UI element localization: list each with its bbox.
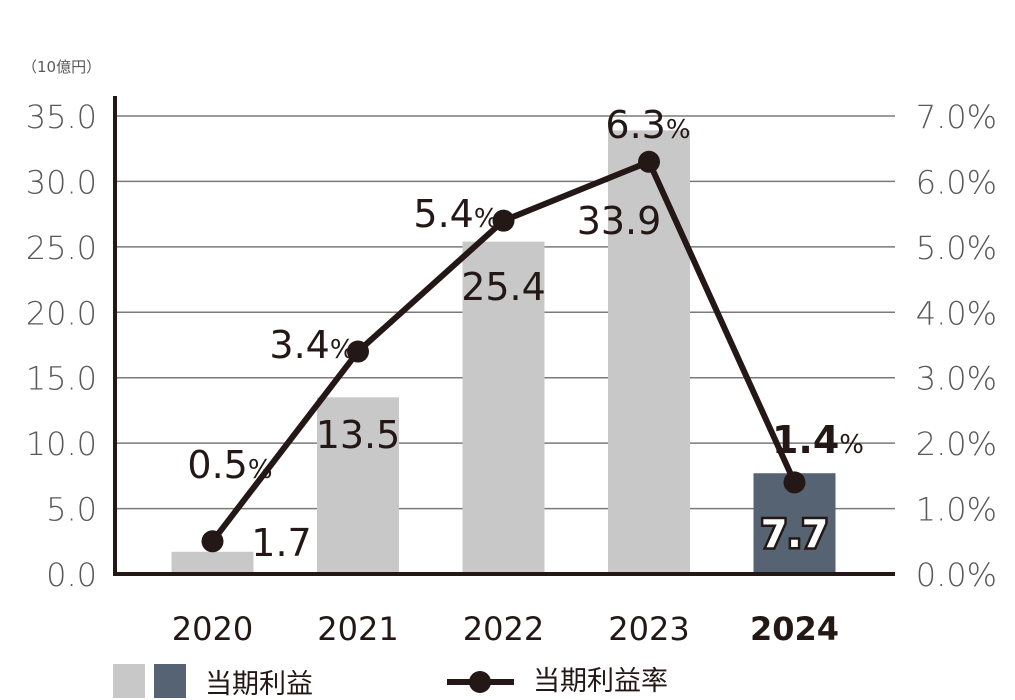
unit-label: （10億円）: [22, 58, 101, 76]
margin-value-number: 1.4: [772, 418, 839, 462]
margin-value-unit: %: [330, 335, 355, 365]
margin-value-unit: %: [474, 204, 499, 234]
margin-value-label-2021: 3.4%: [269, 323, 354, 367]
x-tick-label-2023: 2023: [608, 610, 689, 648]
margin-marker-2020: [201, 530, 224, 553]
legend: 当期利益 当期利益率: [113, 664, 668, 700]
y-left-tick-label: 25.0: [26, 229, 97, 267]
margin-marker-2024: [783, 471, 806, 494]
margin-marker-2023: [638, 150, 660, 173]
y-left-tick-label: 35.0: [26, 98, 97, 136]
margin-marker-2022: [492, 209, 515, 232]
margin-value-number: 5.4: [413, 192, 473, 236]
margin-value-unit: %: [248, 455, 273, 485]
margin-value-number: 0.5: [187, 443, 247, 487]
legend-label-bar: 当期利益: [205, 669, 313, 700]
bar-2020: [171, 551, 254, 574]
x-tick-label-2022: 2022: [463, 610, 544, 648]
margin-value-number: 3.4: [269, 323, 329, 367]
y-right-tick-label: 4.0%: [916, 294, 997, 332]
y-left-tick-label: 30.0: [26, 163, 97, 201]
x-tick-label-2020: 2020: [172, 610, 253, 648]
data-labels: 1.713.525.433.97.70.5%3.4%5.4%6.3%1.4%: [187, 103, 864, 565]
bar-value-label-2023: 33.9: [577, 199, 662, 243]
y-right-tick-label: 0.0%: [916, 556, 997, 594]
legend-swatch-bar-highlight: [154, 664, 186, 698]
y-left-tick-label: 15.0: [26, 360, 97, 398]
y-left-tick-label: 5.0: [46, 491, 97, 529]
bar-2022: [462, 241, 545, 574]
legend-line-marker: [469, 671, 491, 693]
axes: [113, 96, 895, 576]
x-tick-label-2021: 2021: [317, 610, 398, 648]
y-left-tick-label: 20.0: [26, 294, 97, 332]
margin-marker-2021: [347, 340, 369, 363]
legend-swatch-bar: [113, 664, 145, 698]
legend-label-line: 当期利益率: [533, 666, 668, 697]
y-right-tick-label: 5.0%: [916, 229, 997, 267]
y-right-tick-label: 3.0%: [916, 360, 997, 398]
y-left-tick-label: 0.0: [46, 556, 97, 594]
bar-2021: [317, 397, 399, 574]
margin-value-label-2022: 5.4%: [413, 192, 498, 236]
margin-value-unit: %: [666, 115, 691, 145]
margin-value-number: 6.3: [605, 103, 665, 147]
margin-value-label-2023: 6.3%: [605, 103, 690, 147]
y-right-tick-label: 1.0%: [916, 491, 997, 529]
y-right-tick-label: 7.0%: [916, 98, 997, 136]
bar-2023: [608, 130, 690, 574]
bar-value-label-2024: 7.7: [761, 512, 828, 556]
bar-value-label-2020: 1.7: [251, 521, 311, 565]
profit-margin-line: [201, 150, 806, 553]
bar-value-label-2021: 13.5: [316, 413, 401, 457]
y-right-tick-label: 6.0%: [916, 163, 997, 201]
y-left-tick-label: 10.0: [26, 425, 97, 463]
margin-value-label-2024: 1.4%: [772, 418, 864, 462]
bars: [171, 130, 836, 574]
y-right-tick-label: 2.0%: [916, 425, 997, 463]
bar-value-label-2022: 25.4: [461, 265, 546, 309]
margin-value-label-2020: 0.5%: [187, 443, 272, 487]
x-tick-label-2024: 2024: [750, 610, 839, 648]
margin-value-unit: %: [839, 430, 864, 460]
tick-labels: 0.0 5.0 10.0 15.0 20.0 25.0 30.0 35.0 0.0% 1.0% 2.…: [26, 98, 997, 648]
